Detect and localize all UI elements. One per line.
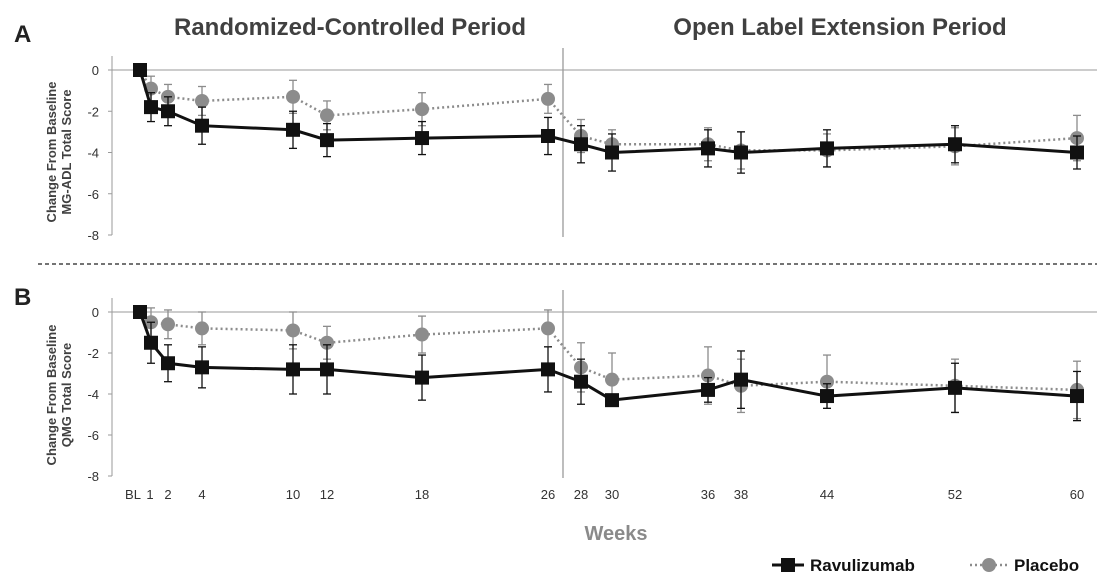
- data-point-ravulizumab: [734, 372, 748, 387]
- x-tick-label: 18: [415, 487, 429, 502]
- x-tick-label: 1: [146, 487, 153, 502]
- data-point-placebo: [605, 372, 619, 387]
- data-point-placebo: [195, 93, 209, 108]
- data-point-placebo: [320, 108, 334, 123]
- x-tick-label: 12: [320, 487, 334, 502]
- data-point-ravulizumab: [1070, 389, 1084, 404]
- x-tick-label: 36: [701, 487, 715, 502]
- x-axis-label: Weeks: [584, 523, 647, 545]
- data-point-ravulizumab: [144, 335, 158, 350]
- y-tick-label-a: 0: [92, 63, 99, 78]
- data-point-ravulizumab: [415, 370, 429, 385]
- data-point-placebo: [541, 91, 555, 106]
- data-point-ravulizumab: [415, 131, 429, 146]
- data-point-placebo: [286, 89, 300, 104]
- y-tick-label-b: -4: [87, 387, 99, 402]
- data-point-placebo: [320, 335, 334, 350]
- data-point-ravulizumab: [133, 305, 147, 319]
- x-tick-label: 60: [1070, 487, 1084, 502]
- legend-placebo-marker: [982, 558, 996, 572]
- x-tick-label: BL: [125, 487, 141, 502]
- legend-ravulizumab-label: Ravulizumab: [810, 556, 915, 575]
- x-tick-label: 30: [605, 487, 619, 502]
- data-point-ravulizumab: [820, 389, 834, 404]
- data-point-placebo: [701, 368, 715, 383]
- data-point-placebo: [161, 317, 175, 332]
- data-point-ravulizumab: [820, 141, 834, 156]
- data-point-ravulizumab: [605, 393, 619, 408]
- plot-panel-a: 0 -2 -4 -6 -8: [87, 48, 1097, 243]
- panel-label-b: B: [14, 284, 31, 311]
- y-tick-label-a: -2: [87, 104, 99, 119]
- panel-label-a: A: [14, 21, 31, 48]
- data-point-ravulizumab: [948, 137, 962, 152]
- data-point-placebo: [195, 321, 209, 336]
- data-point-ravulizumab: [541, 362, 555, 377]
- data-point-ravulizumab: [144, 100, 158, 115]
- data-point-ravulizumab: [701, 382, 715, 397]
- legend-placebo-label: Placebo: [1014, 556, 1079, 575]
- data-point-ravulizumab: [1070, 145, 1084, 160]
- data-point-ravulizumab: [286, 122, 300, 137]
- data-point-ravulizumab: [574, 137, 588, 152]
- data-point-ravulizumab: [541, 129, 555, 143]
- x-tick-labels: BL 1 2 4 10 12 18 26 28 30 36 38 44 52 60: [125, 487, 1084, 502]
- y-axis-label-a-line2: MG-ADL Total Score: [59, 89, 74, 214]
- data-point-ravulizumab: [701, 141, 715, 156]
- data-point-ravulizumab: [320, 133, 334, 148]
- y-tick-label-b: -6: [87, 428, 99, 443]
- data-point-placebo: [541, 321, 555, 336]
- x-tick-label: 52: [948, 487, 962, 502]
- legend-ravulizumab-marker: [781, 558, 795, 572]
- y-axis-label-a-line1: Change From Baseline: [44, 82, 59, 223]
- data-point-ravulizumab: [195, 360, 209, 375]
- data-point-ravulizumab: [948, 380, 962, 395]
- y-tick-label-b: -2: [87, 346, 99, 361]
- data-point-placebo: [820, 374, 834, 389]
- data-point-ravulizumab: [734, 145, 748, 160]
- legend: Ravulizumab Placebo: [772, 556, 1079, 575]
- series-line-ravulizumab-b: [138, 311, 1078, 402]
- data-point-placebo: [286, 323, 300, 338]
- y-tick-label-b: -8: [87, 469, 99, 484]
- y-axis-label-a: Change From Baseline MG-ADL Total Score: [44, 82, 74, 223]
- x-tick-label: 10: [286, 487, 300, 502]
- x-tick-label: 38: [734, 487, 748, 502]
- data-point-ravulizumab: [161, 356, 175, 371]
- data-point-ravulizumab: [133, 63, 147, 77]
- period-title-rcp: Randomized-Controlled Period: [174, 14, 526, 41]
- x-tick-label: 26: [541, 487, 555, 502]
- x-tick-label: 44: [820, 487, 834, 502]
- y-axis-label-b-line2: QMG Total Score: [59, 343, 74, 448]
- data-point-ravulizumab: [286, 362, 300, 377]
- y-tick-label-a: -8: [87, 228, 99, 243]
- y-tick-label-a: -6: [87, 187, 99, 202]
- y-axis-label-b-line1: Change From Baseline: [44, 325, 59, 466]
- x-tick-label: 4: [198, 487, 205, 502]
- data-point-ravulizumab: [161, 104, 175, 119]
- y-axis-label-b: Change From Baseline QMG Total Score: [44, 325, 74, 466]
- data-point-placebo: [415, 327, 429, 342]
- y-tick-label-a: -4: [87, 146, 99, 161]
- data-point-ravulizumab: [195, 118, 209, 133]
- y-tick-label-b: 0: [92, 305, 99, 320]
- x-tick-label: 28: [574, 487, 588, 502]
- data-point-ravulizumab: [605, 145, 619, 160]
- period-title-ole: Open Label Extension Period: [673, 14, 1006, 41]
- data-point-ravulizumab: [320, 362, 334, 377]
- plot-panel-b: 0 -2 -4 -6 -8: [87, 290, 1097, 484]
- x-tick-label: 2: [164, 487, 171, 502]
- data-point-placebo: [415, 102, 429, 117]
- data-point-ravulizumab: [574, 374, 588, 389]
